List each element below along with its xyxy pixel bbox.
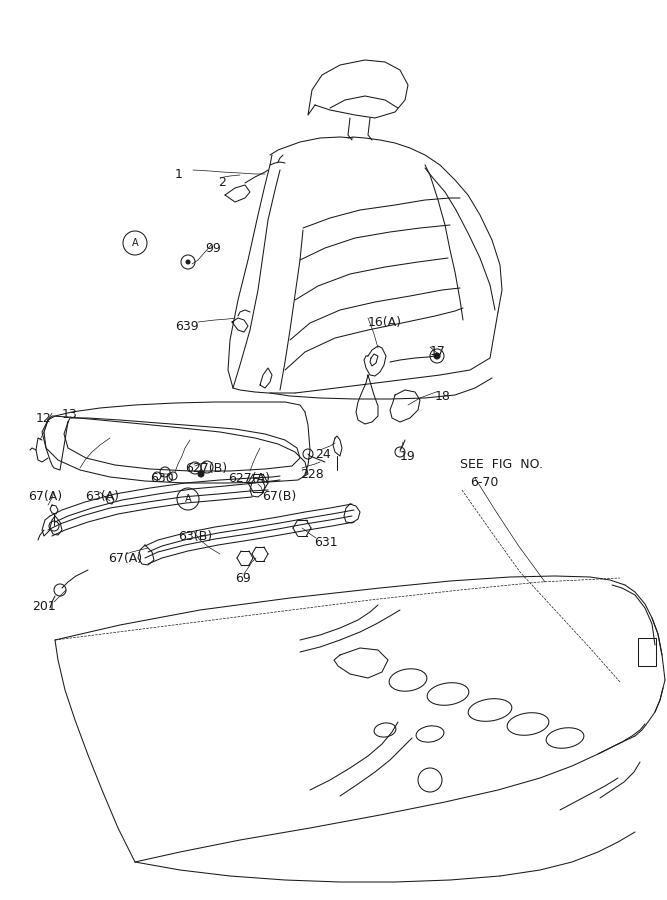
Text: 2: 2 <box>218 176 226 189</box>
Text: 630: 630 <box>150 472 173 485</box>
Text: 6-70: 6-70 <box>470 476 498 489</box>
Circle shape <box>434 353 440 359</box>
Text: 12: 12 <box>36 412 52 425</box>
Text: 67(A): 67(A) <box>108 552 142 565</box>
Text: 69: 69 <box>235 572 251 585</box>
Text: A: A <box>131 238 138 248</box>
Text: 19: 19 <box>400 450 416 463</box>
Text: 201: 201 <box>32 600 56 613</box>
Text: 18: 18 <box>435 390 451 403</box>
Text: 627(A): 627(A) <box>228 472 270 485</box>
Text: 17: 17 <box>430 345 446 358</box>
Text: 67(B): 67(B) <box>262 490 296 503</box>
Text: 1: 1 <box>175 168 183 181</box>
Text: 24: 24 <box>315 448 331 461</box>
Text: 631: 631 <box>314 536 338 549</box>
Text: A: A <box>185 494 191 504</box>
Text: 63(A): 63(A) <box>85 490 119 503</box>
Text: 99: 99 <box>205 242 221 255</box>
Text: 639: 639 <box>175 320 199 333</box>
Text: 63(B): 63(B) <box>178 530 212 543</box>
Text: 627(B): 627(B) <box>185 462 227 475</box>
Circle shape <box>186 260 190 264</box>
Circle shape <box>198 471 204 477</box>
Text: 67(A): 67(A) <box>28 490 62 503</box>
Text: 13: 13 <box>62 408 78 421</box>
Text: 16(A): 16(A) <box>368 316 402 329</box>
Text: SEE  FIG  NO.: SEE FIG NO. <box>460 458 543 471</box>
Text: 228: 228 <box>300 468 323 481</box>
